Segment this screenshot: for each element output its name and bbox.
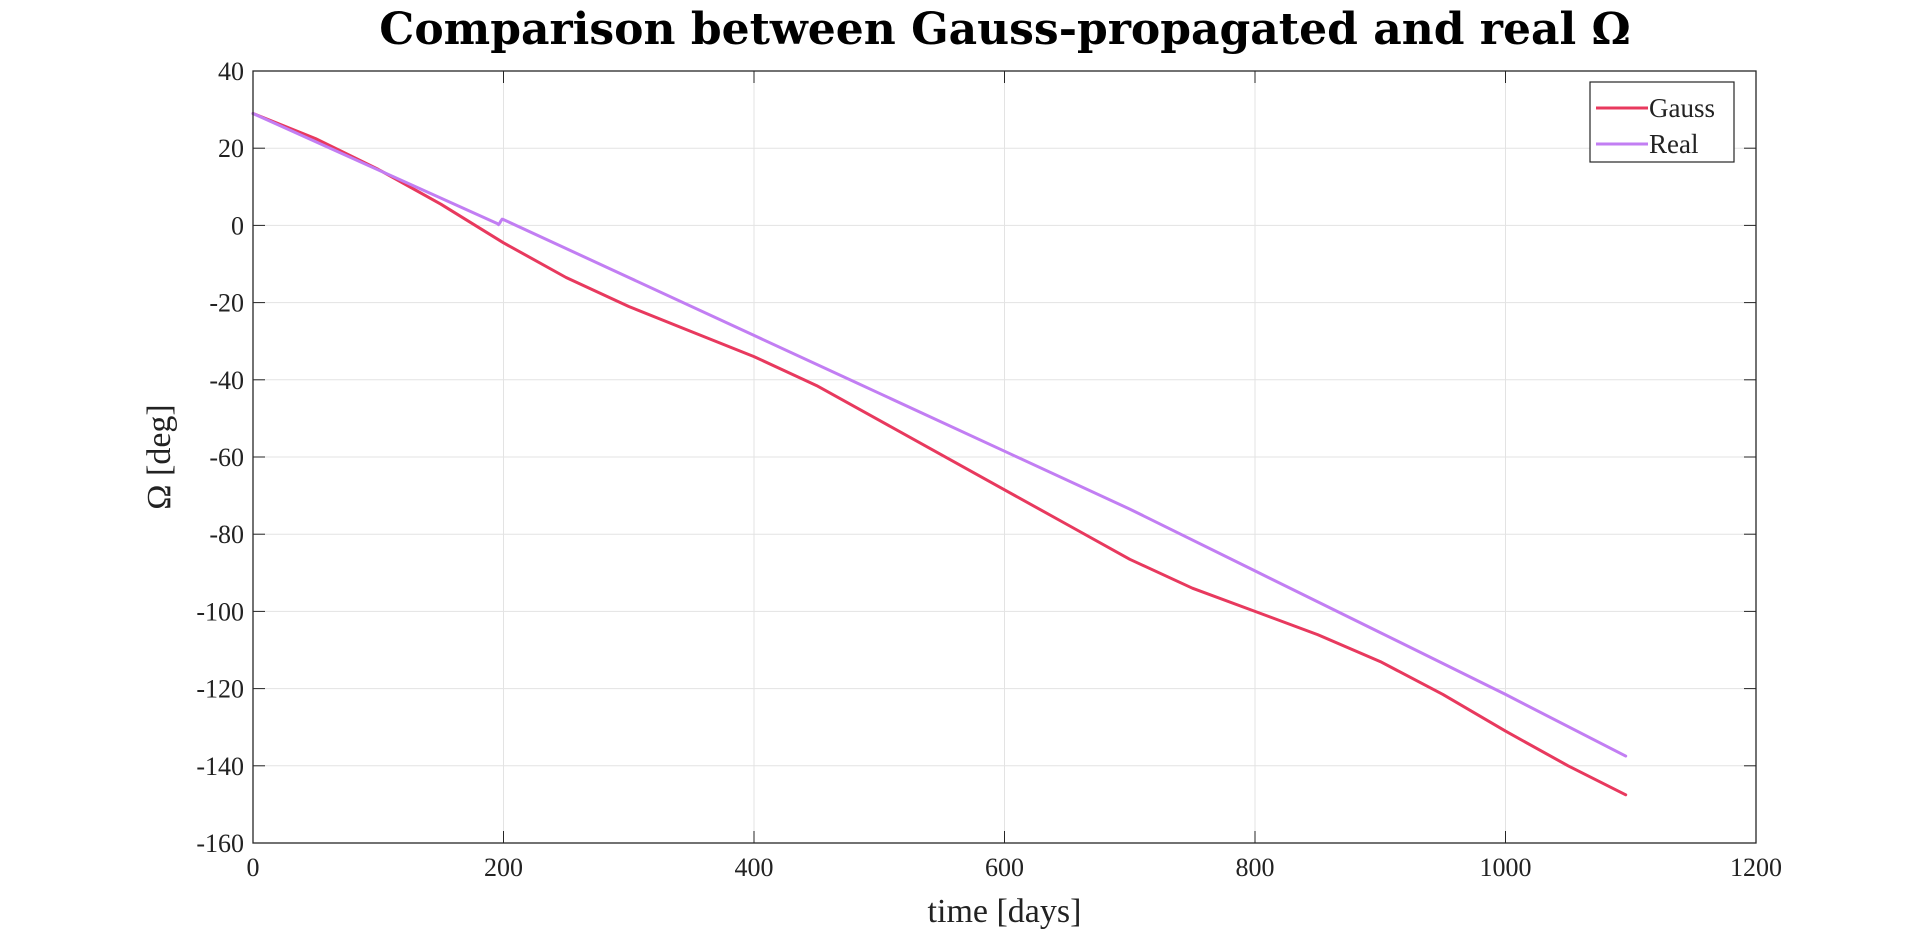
x-tick-label: 400 <box>735 853 774 882</box>
x-tick-label: 1200 <box>1730 853 1782 882</box>
x-tick-label: 600 <box>985 853 1024 882</box>
x-tick-label: 200 <box>484 853 523 882</box>
y-tick-label: -60 <box>209 443 244 472</box>
y-tick-label: -80 <box>209 520 244 549</box>
plot-series <box>251 112 1628 797</box>
y-tick-label: 40 <box>218 57 244 86</box>
legend: Gauss Real <box>1589 81 1735 163</box>
x-axis-label: time [days] <box>928 893 1082 930</box>
grid <box>252 70 1757 844</box>
x-tick-label: 1000 <box>1480 853 1532 882</box>
series-line-gauss <box>251 112 1628 797</box>
y-tick-label: 0 <box>231 211 244 240</box>
series-line-real <box>251 112 1628 758</box>
legend-label-real: Real <box>1649 129 1698 159</box>
x-tick-label: 800 <box>1236 853 1275 882</box>
y-tick-label: -100 <box>196 597 244 626</box>
y-tick-label: 20 <box>218 134 244 163</box>
x-tick-label: 0 <box>247 853 260 882</box>
chart-title: Comparison between Gauss-propagated and … <box>379 4 1630 55</box>
y-tick-label: -40 <box>209 366 244 395</box>
y-tick-label: -20 <box>209 289 244 318</box>
legend-box <box>1589 81 1735 163</box>
y-tick-label: -160 <box>196 829 244 858</box>
axis-ticks: 0 200 400 600 800 1000 120040200-20-40-60-80-1… <box>196 57 1782 882</box>
y-axis-label: Ω [deg] <box>141 404 178 510</box>
legend-label-gauss: Gauss <box>1649 93 1715 123</box>
y-tick-label: -140 <box>196 752 244 781</box>
y-tick-label: -120 <box>196 675 244 704</box>
